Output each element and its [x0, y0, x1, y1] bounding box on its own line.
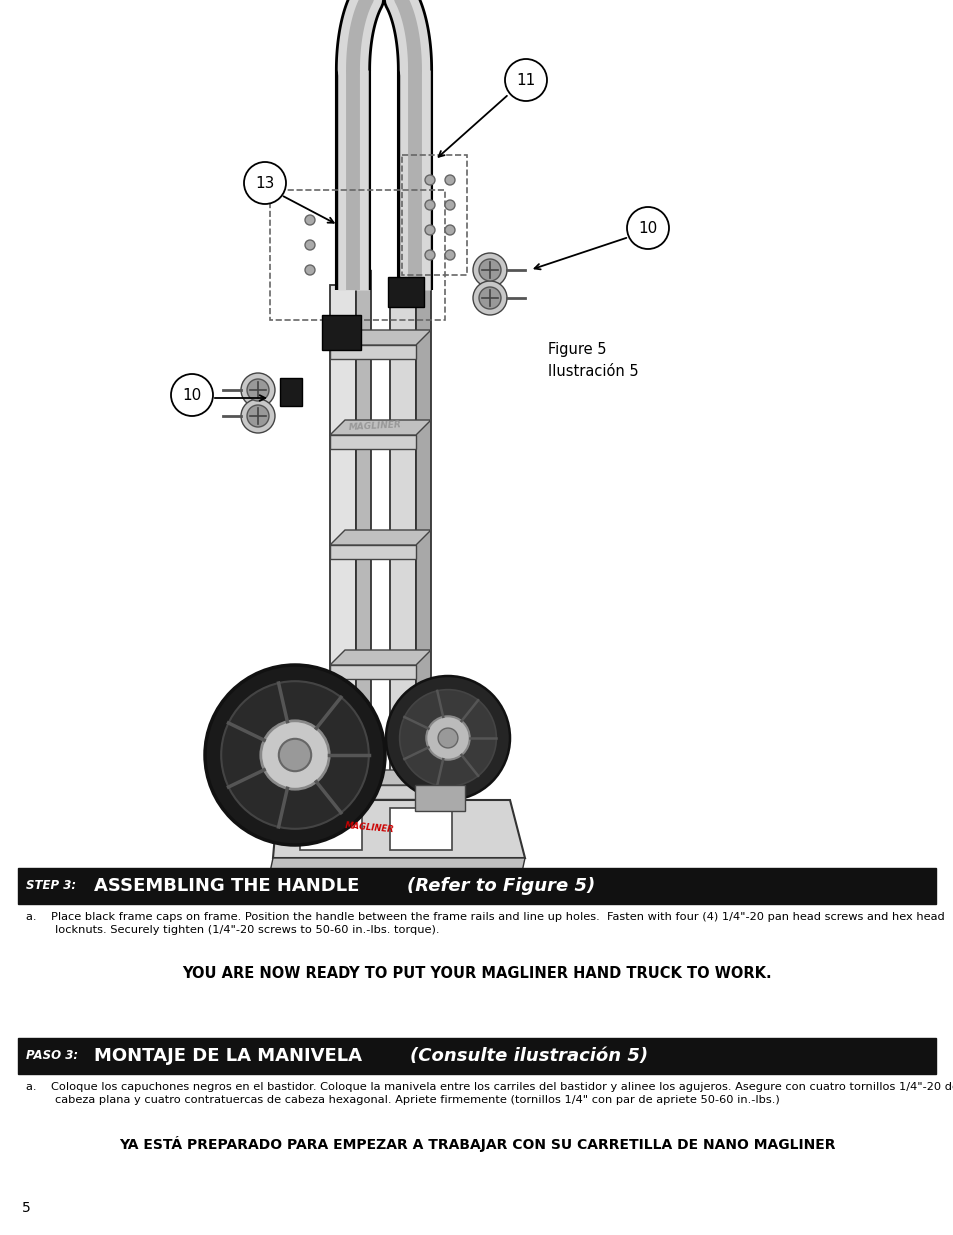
Polygon shape	[330, 285, 355, 800]
Text: YA ESTÁ PREPARADO PARA EMPEZAR A TRABAJAR CON SU CARRETILLA DE NANO MAGLINER: YA ESTÁ PREPARADO PARA EMPEZAR A TRABAJA…	[118, 1136, 835, 1152]
Polygon shape	[322, 315, 360, 350]
Circle shape	[305, 266, 314, 275]
Circle shape	[424, 249, 435, 261]
Polygon shape	[330, 330, 431, 345]
Text: (Refer to Figure 5): (Refer to Figure 5)	[407, 877, 595, 895]
Circle shape	[444, 200, 455, 210]
Text: YOU ARE NOW READY TO PUT YOUR MAGLINER HAND TRUCK TO WORK.: YOU ARE NOW READY TO PUT YOUR MAGLINER H…	[182, 966, 771, 981]
Circle shape	[241, 373, 274, 408]
Polygon shape	[270, 858, 524, 872]
Polygon shape	[330, 530, 431, 545]
Circle shape	[626, 207, 668, 249]
Bar	[415, 785, 464, 811]
Circle shape	[244, 162, 286, 204]
Circle shape	[424, 225, 435, 235]
Text: 13: 13	[255, 175, 274, 190]
Polygon shape	[390, 285, 416, 800]
Circle shape	[478, 259, 500, 282]
Bar	[270, 190, 444, 320]
Text: 10: 10	[182, 388, 201, 403]
Text: 10: 10	[638, 221, 657, 236]
Circle shape	[305, 240, 314, 249]
Bar	[299, 808, 361, 850]
Circle shape	[260, 721, 329, 789]
Circle shape	[444, 175, 455, 185]
Circle shape	[221, 682, 369, 829]
Polygon shape	[330, 664, 416, 679]
Polygon shape	[330, 345, 416, 359]
Text: (Consulte ilustración 5): (Consulte ilustración 5)	[410, 1047, 647, 1065]
Text: Figure 5
Ilustración 5: Figure 5 Ilustración 5	[547, 342, 638, 379]
Bar	[401, 156, 467, 275]
Bar	[18, 1037, 935, 1074]
Bar	[280, 378, 302, 406]
Bar	[18, 868, 935, 904]
Circle shape	[343, 800, 348, 805]
Circle shape	[424, 175, 435, 185]
Circle shape	[247, 379, 269, 401]
Polygon shape	[330, 435, 416, 450]
Circle shape	[205, 664, 385, 845]
Text: 11: 11	[516, 73, 535, 88]
Text: a.    Coloque los capuchones negros en el bastidor. Coloque la manivela entre lo: a. Coloque los capuchones negros en el b…	[26, 1082, 953, 1105]
Text: MAGLINER: MAGLINER	[348, 420, 401, 432]
Text: MAGLINER: MAGLINER	[345, 821, 395, 835]
Polygon shape	[330, 769, 431, 785]
Circle shape	[444, 225, 455, 235]
Circle shape	[241, 399, 274, 433]
Circle shape	[399, 689, 496, 787]
Polygon shape	[355, 270, 371, 800]
Bar	[390, 808, 452, 850]
Circle shape	[473, 282, 506, 315]
Circle shape	[426, 716, 469, 760]
Polygon shape	[273, 800, 524, 858]
Circle shape	[478, 287, 500, 309]
Circle shape	[424, 200, 435, 210]
Polygon shape	[330, 650, 431, 664]
Text: ASSEMBLING THE HANDLE: ASSEMBLING THE HANDLE	[94, 877, 365, 895]
Polygon shape	[388, 277, 423, 308]
Circle shape	[314, 800, 318, 805]
Circle shape	[171, 374, 213, 416]
Circle shape	[329, 800, 335, 805]
Text: MONTAJE DE LA MANIVELA: MONTAJE DE LA MANIVELA	[94, 1047, 368, 1065]
Text: PASO 3:: PASO 3:	[26, 1050, 78, 1062]
Text: STEP 3:: STEP 3:	[26, 879, 76, 893]
Circle shape	[386, 676, 510, 800]
Circle shape	[473, 253, 506, 287]
Text: 5: 5	[22, 1200, 30, 1215]
Circle shape	[305, 215, 314, 225]
Text: a.    Place black frame caps on frame. Position the handle between the frame rai: a. Place black frame caps on frame. Posi…	[26, 911, 943, 935]
Circle shape	[444, 249, 455, 261]
Polygon shape	[416, 270, 431, 800]
Circle shape	[247, 405, 269, 427]
Circle shape	[504, 59, 546, 101]
Polygon shape	[330, 420, 431, 435]
Polygon shape	[330, 785, 416, 799]
Circle shape	[437, 729, 457, 748]
Circle shape	[278, 739, 311, 771]
Polygon shape	[330, 545, 416, 559]
